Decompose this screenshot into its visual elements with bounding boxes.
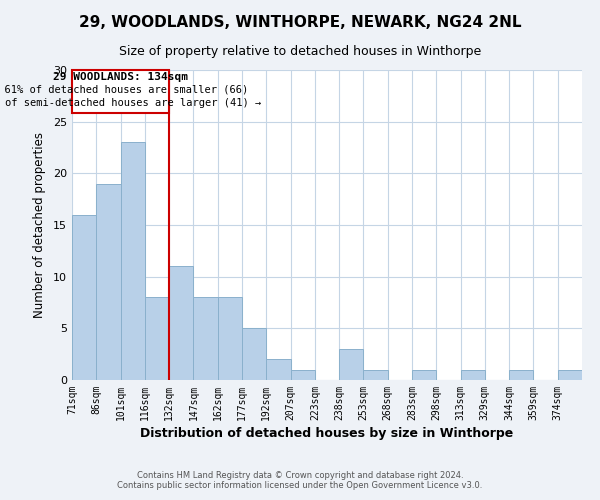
- Bar: [461, 370, 485, 380]
- X-axis label: Distribution of detached houses by size in Winthorpe: Distribution of detached houses by size …: [140, 427, 514, 440]
- Bar: [145, 298, 169, 380]
- Bar: [290, 370, 315, 380]
- Bar: [558, 370, 582, 380]
- FancyBboxPatch shape: [72, 70, 169, 114]
- Text: 29, WOODLANDS, WINTHORPE, NEWARK, NG24 2NL: 29, WOODLANDS, WINTHORPE, NEWARK, NG24 2…: [79, 15, 521, 30]
- Text: ← 61% of detached houses are smaller (66): ← 61% of detached houses are smaller (66…: [0, 85, 248, 95]
- Y-axis label: Number of detached properties: Number of detached properties: [33, 132, 46, 318]
- Bar: [96, 184, 121, 380]
- Bar: [218, 298, 242, 380]
- Text: 29 WOODLANDS: 134sqm: 29 WOODLANDS: 134sqm: [53, 72, 188, 82]
- Bar: [193, 298, 218, 380]
- Text: Size of property relative to detached houses in Winthorpe: Size of property relative to detached ho…: [119, 45, 481, 58]
- Bar: [364, 370, 388, 380]
- Bar: [509, 370, 533, 380]
- Bar: [339, 349, 364, 380]
- Bar: [72, 214, 96, 380]
- Bar: [266, 360, 290, 380]
- Text: Contains HM Land Registry data © Crown copyright and database right 2024.
Contai: Contains HM Land Registry data © Crown c…: [118, 470, 482, 490]
- Text: 38% of semi-detached houses are larger (41) →: 38% of semi-detached houses are larger (…: [0, 98, 261, 108]
- Bar: [242, 328, 266, 380]
- Bar: [121, 142, 145, 380]
- Bar: [412, 370, 436, 380]
- Bar: [169, 266, 193, 380]
